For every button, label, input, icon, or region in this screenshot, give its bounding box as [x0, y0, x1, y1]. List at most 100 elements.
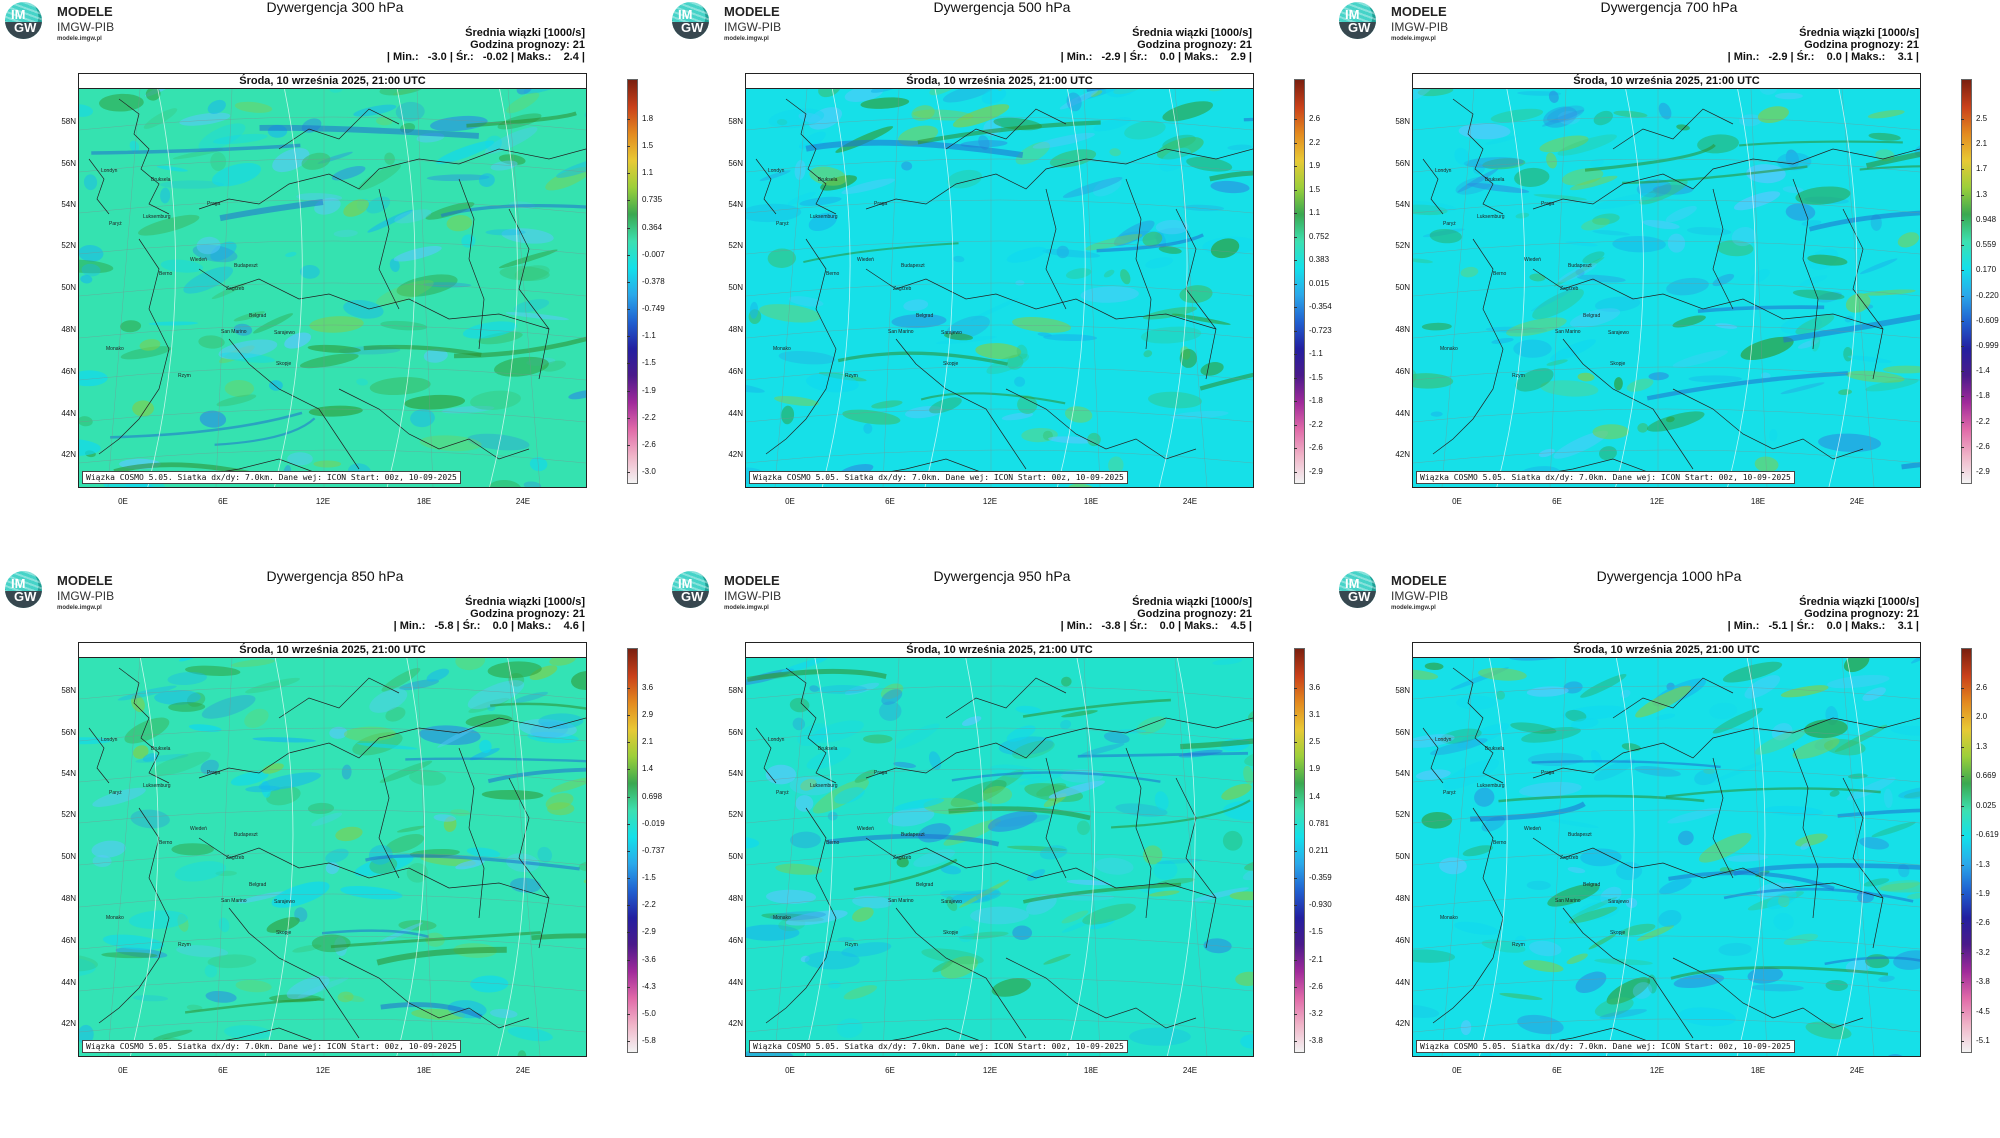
latitude-tick-label: 48N: [1374, 894, 1410, 903]
latitude-tick-label: 52N: [1374, 810, 1410, 819]
city-label: Monako: [773, 915, 791, 921]
units-label: Średnia wiązki [1000/s]: [394, 596, 585, 608]
colorbar-label: -0.737: [642, 846, 665, 855]
colorbar-tick: [1294, 448, 1297, 449]
colorbar-tick: [1961, 371, 1964, 372]
city-label: Sarajewo: [274, 899, 295, 905]
city-label: Luksemburg: [143, 783, 171, 789]
colorbar-label: -0.619: [1976, 830, 1999, 839]
colorbar-label: -5.0: [642, 1009, 656, 1018]
city-label: Londyn: [768, 168, 784, 174]
colorbar-tick: [1961, 688, 1964, 689]
colorbar-tick: [627, 1041, 630, 1042]
colorbar-label: 0.669: [1976, 771, 1996, 780]
city-label: Rzym: [1512, 373, 1525, 379]
latitude-tick-label: 56N: [707, 159, 743, 168]
city-label: Wiedeń: [857, 257, 874, 263]
city-label: Paryż: [776, 790, 789, 796]
colorbar-label: 1.1: [1309, 208, 1320, 217]
city-label: Paryż: [109, 790, 122, 796]
city-label: Berno: [826, 271, 839, 277]
colorbar-label: 0.025: [1976, 801, 1996, 810]
city-label: Rzym: [178, 373, 191, 379]
city-label: Zagrzeb: [226, 855, 244, 861]
city-label: Praga: [207, 770, 220, 776]
latitude-tick-label: 58N: [707, 686, 743, 695]
latitude-tick-label: 44N: [707, 409, 743, 418]
colorbar-tick: [1294, 354, 1297, 355]
longitude-tick-label: 12E: [308, 497, 338, 506]
city-label: Zagrzeb: [226, 286, 244, 292]
city-label: Bruksela: [818, 177, 837, 183]
city-label: Londyn: [1435, 168, 1451, 174]
colorbar-tick: [1294, 307, 1297, 308]
colorbar-tick: [1294, 797, 1297, 798]
colorbar-label: -1.5: [1309, 927, 1323, 936]
colorbar-label: -2.6: [1309, 443, 1323, 452]
colorbar-label: 0.752: [1309, 232, 1329, 241]
colorbar-label: 2.1: [1976, 139, 1987, 148]
colorbar-label: 3.6: [642, 683, 653, 692]
city-label: Sarajewo: [274, 330, 295, 336]
colorbar-tick: [627, 769, 630, 770]
colorbar-label: -2.6: [1976, 918, 1990, 927]
city-label: San Marino: [1555, 329, 1581, 335]
logo-title: MODELE: [724, 4, 781, 19]
latitude-tick-label: 42N: [40, 450, 76, 459]
city-label: Wiedeń: [1524, 826, 1541, 832]
city-label: Monako: [106, 915, 124, 921]
longitude-tick-label: 6E: [875, 1066, 905, 1075]
city-label: Praga: [1541, 201, 1554, 207]
city-label: San Marino: [888, 898, 914, 904]
city-label: Budapeszt: [901, 263, 925, 269]
colorbar-tick: [1294, 688, 1297, 689]
colorbar-tick: [1961, 1041, 1964, 1042]
stats-line: | Min.: -5.8 | Śr.: 0.0 | Maks.: 4.6 |: [394, 620, 585, 632]
model-footer-note: Wiązka COSMO 5.05. Siatka dx/dy: 7.0km. …: [749, 1040, 1128, 1053]
colorbar-tick: [1294, 472, 1297, 473]
city-label: Sarajewo: [1608, 330, 1629, 336]
longitude-tick-label: 24E: [508, 1066, 538, 1075]
longitude-tick-label: 18E: [1076, 497, 1106, 506]
longitude-tick-label: 12E: [975, 1066, 1005, 1075]
latitude-tick-label: 42N: [707, 1019, 743, 1028]
city-label: San Marino: [221, 898, 247, 904]
colorbar-tick: [1294, 905, 1297, 906]
city-label: Luksemburg: [1477, 783, 1505, 789]
colorbar-label: 0.948: [1976, 215, 1996, 224]
longitude-tick-label: 24E: [1175, 497, 1205, 506]
city-label: Wiedeń: [190, 257, 207, 263]
city-label: Bruksela: [818, 746, 837, 752]
city-label: Sarajewo: [1608, 899, 1629, 905]
latitude-tick-label: 52N: [707, 241, 743, 250]
colorbar-label: -1.8: [1976, 391, 1990, 400]
colorbar-tick: [1961, 396, 1964, 397]
colorbar-label: -3.0: [642, 467, 656, 476]
colorbar-label: -2.2: [642, 413, 656, 422]
latitude-tick-label: 52N: [40, 241, 76, 250]
city-label: Wiedeń: [1524, 257, 1541, 263]
latitude-tick-label: 58N: [40, 686, 76, 695]
latitude-tick-label: 50N: [1374, 283, 1410, 292]
city-label: Zagrzeb: [1560, 855, 1578, 861]
panel-title: Dywergencja 300 hPa: [170, 0, 500, 15]
colorbar-tick: [1294, 769, 1297, 770]
colorbar-label: -3.8: [1976, 977, 1990, 986]
longitude-tick-label: 0E: [1442, 497, 1472, 506]
latitude-tick-label: 54N: [1374, 769, 1410, 778]
divergence-field-map: [746, 89, 1253, 487]
colorbar-label: -0.220: [1976, 291, 1999, 300]
latitude-tick-label: 50N: [1374, 852, 1410, 861]
colorbar-label: -1.9: [642, 386, 656, 395]
colorbar-tick: [1961, 894, 1964, 895]
city-label: Zagrzeb: [1560, 286, 1578, 292]
colorbar-tick: [627, 797, 630, 798]
city-label: Skopje: [276, 930, 291, 936]
city-label: Wiedeń: [857, 826, 874, 832]
